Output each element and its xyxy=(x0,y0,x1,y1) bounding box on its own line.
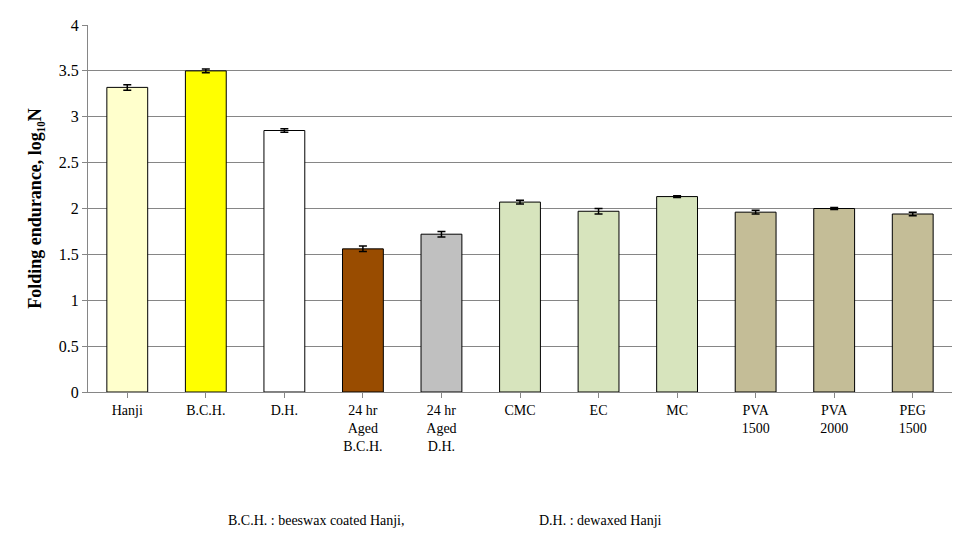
svg-text:EC: EC xyxy=(590,403,608,418)
svg-text:PVA2000: PVA2000 xyxy=(820,403,848,436)
svg-text:0: 0 xyxy=(71,384,79,401)
svg-text:4: 4 xyxy=(71,17,79,34)
svg-text:Hanji: Hanji xyxy=(112,403,143,418)
svg-text:MC: MC xyxy=(666,403,688,418)
svg-text:24 hrAgedB.C.H.: 24 hrAgedB.C.H. xyxy=(343,403,382,454)
svg-text:3.5: 3.5 xyxy=(59,62,79,79)
svg-text:PEG1500: PEG1500 xyxy=(899,403,927,436)
svg-text:3: 3 xyxy=(71,108,79,125)
svg-text:B.C.H. : beeswax coated Hanji,: B.C.H. : beeswax coated Hanji, xyxy=(228,513,405,528)
svg-text:B.C.H.: B.C.H. xyxy=(186,403,225,418)
svg-text:2: 2 xyxy=(71,200,79,217)
svg-text:CMC: CMC xyxy=(504,403,535,418)
svg-text:Folding endurance, log₁₀N: Folding endurance, log₁₀N xyxy=(25,108,45,308)
svg-text:2.5: 2.5 xyxy=(59,154,79,171)
svg-text:D.H.: D.H. xyxy=(271,403,298,418)
svg-text:D.H. : dewaxed Hanji: D.H. : dewaxed Hanji xyxy=(539,513,662,528)
svg-text:24 hrAgedD.H.: 24 hrAgedD.H. xyxy=(426,403,456,454)
svg-text:1: 1 xyxy=(71,292,79,309)
svg-text:0.5: 0.5 xyxy=(59,338,79,355)
svg-text:1.5: 1.5 xyxy=(59,246,79,263)
svg-text:PVA1500: PVA1500 xyxy=(742,403,770,436)
